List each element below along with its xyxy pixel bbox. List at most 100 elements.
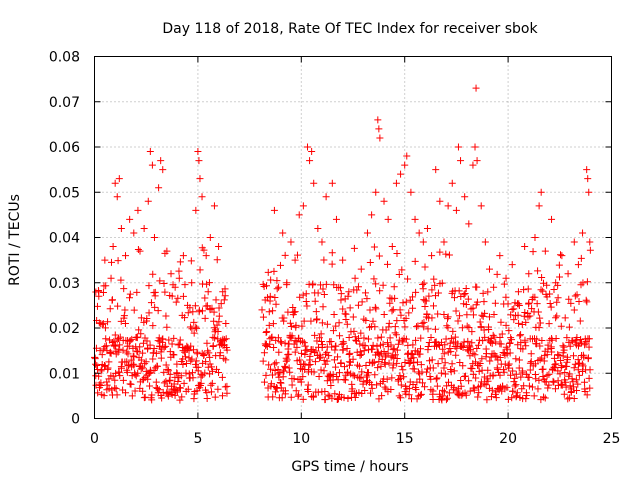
data-point — [479, 312, 487, 320]
data-point — [351, 394, 359, 402]
data-point — [498, 330, 506, 338]
data-point — [469, 370, 477, 378]
data-points — [91, 84, 594, 404]
data-point — [111, 376, 119, 384]
data-point — [281, 339, 289, 347]
data-point — [106, 305, 114, 313]
data-point — [397, 311, 405, 319]
data-point — [416, 391, 424, 399]
data-point — [216, 349, 224, 357]
data-point — [113, 391, 121, 399]
data-point — [337, 359, 345, 367]
data-point — [390, 283, 398, 291]
data-point — [476, 318, 484, 326]
data-point — [410, 354, 418, 362]
data-point — [274, 366, 282, 374]
data-point — [366, 306, 374, 314]
data-point — [515, 319, 523, 327]
data-point — [302, 346, 310, 354]
data-point — [130, 306, 138, 314]
data-point — [577, 336, 585, 344]
data-point — [406, 358, 414, 366]
data-point — [463, 322, 471, 330]
data-point — [157, 157, 165, 165]
data-point — [391, 323, 399, 331]
data-point — [394, 340, 402, 348]
data-point — [463, 311, 471, 319]
data-point — [376, 351, 384, 359]
data-point — [337, 290, 345, 298]
data-point — [374, 350, 382, 358]
data-point — [163, 323, 171, 331]
data-point — [375, 125, 383, 133]
data-point — [481, 333, 489, 341]
data-point — [525, 374, 533, 382]
data-point — [300, 317, 308, 325]
data-point — [432, 166, 440, 174]
data-point — [579, 279, 587, 287]
data-point — [111, 331, 119, 339]
data-point — [217, 340, 225, 348]
data-point — [98, 351, 106, 359]
data-point — [441, 341, 449, 349]
data-point — [310, 348, 318, 356]
data-point — [300, 339, 308, 347]
data-point — [484, 377, 492, 385]
data-point — [143, 337, 151, 345]
data-point — [468, 365, 476, 373]
x-tick-label: 20 — [499, 431, 517, 447]
data-point — [389, 364, 397, 372]
data-point — [402, 298, 410, 306]
data-point — [206, 353, 214, 361]
data-point — [276, 261, 284, 269]
data-point — [419, 379, 427, 387]
data-point — [212, 296, 220, 304]
data-point — [472, 374, 480, 382]
data-point — [363, 295, 371, 303]
data-point — [429, 364, 437, 372]
data-point — [160, 343, 168, 351]
grid — [94, 56, 612, 419]
data-point — [120, 285, 128, 293]
data-point — [543, 371, 551, 379]
data-point — [266, 292, 274, 300]
data-point — [372, 188, 380, 196]
data-point — [142, 358, 150, 366]
data-point — [371, 303, 379, 311]
data-point — [371, 371, 379, 379]
data-point — [531, 293, 539, 301]
data-point — [107, 258, 115, 266]
data-point — [393, 317, 401, 325]
data-point — [540, 393, 548, 401]
x-axis-ticks: 0 5 10 15 20 25 — [90, 56, 620, 447]
data-point — [528, 383, 536, 391]
data-point — [363, 229, 371, 237]
data-point — [550, 364, 558, 372]
data-point — [512, 370, 520, 378]
data-point — [368, 384, 376, 392]
data-point — [344, 292, 352, 300]
data-point — [176, 336, 184, 344]
data-point — [484, 366, 492, 374]
data-point — [259, 357, 267, 365]
data-point — [155, 386, 163, 394]
data-point — [575, 298, 583, 306]
data-point — [526, 366, 534, 374]
data-point — [398, 266, 406, 274]
data-point — [541, 394, 549, 402]
data-point — [296, 356, 304, 364]
data-point — [453, 344, 461, 352]
data-point — [97, 319, 105, 327]
data-point — [540, 357, 548, 365]
y-tick-label: 0.06 — [49, 140, 80, 156]
data-point — [551, 361, 559, 369]
data-point — [563, 362, 571, 370]
data-point — [203, 280, 211, 288]
data-point — [509, 387, 517, 395]
data-point — [461, 372, 469, 380]
data-point — [223, 346, 231, 354]
data-point — [377, 362, 385, 370]
chart-title: Day 118 of 2018, Rate Of TEC Index for r… — [162, 21, 538, 37]
data-point — [153, 362, 161, 370]
